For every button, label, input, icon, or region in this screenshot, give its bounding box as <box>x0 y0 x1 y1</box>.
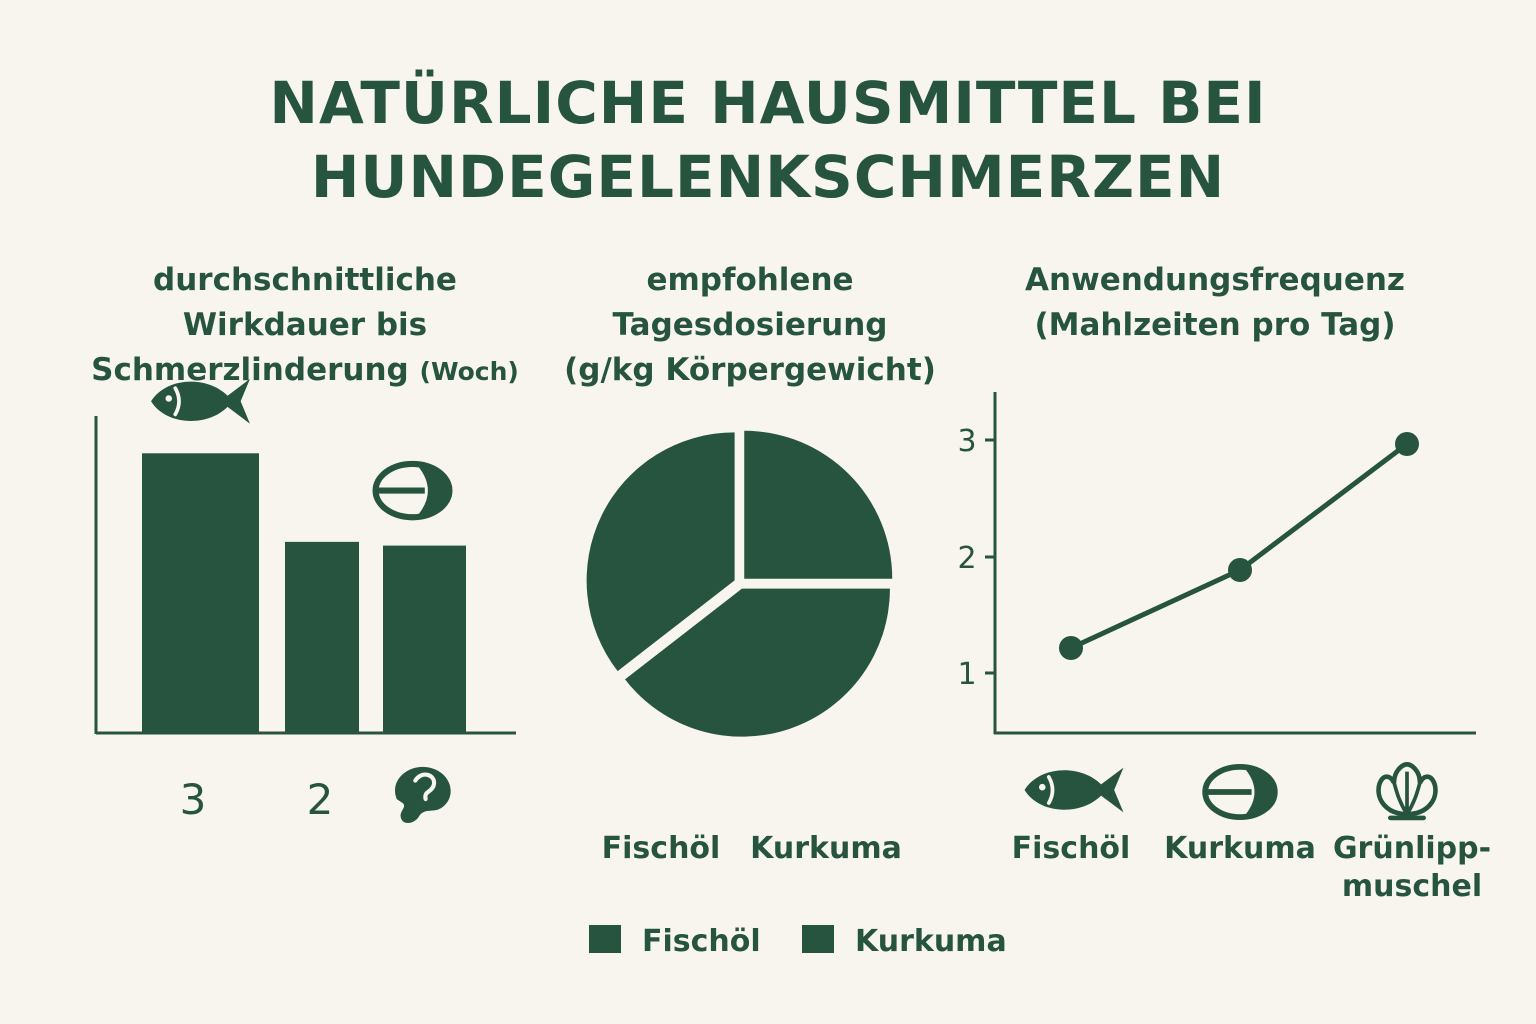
page-title: NATÜRLICHE HAUSMITTEL BEI HUNDEGELENKSCH… <box>0 66 1536 214</box>
line-point-2 <box>1395 432 1419 456</box>
legend-label-kurkuma: Kurkuma <box>855 924 1007 959</box>
line-category-label-2-1: muschel <box>1342 869 1482 904</box>
bar-title-line-3: Schmerzlinderung (Woch) <box>60 348 550 394</box>
pie-slice-0 <box>744 430 893 579</box>
line-category-label-2-0: Grünlipp- <box>1333 831 1491 866</box>
mussel-icon <box>395 767 451 823</box>
mussel-icon <box>1379 764 1436 818</box>
line-point-1 <box>1228 558 1252 582</box>
bar-title-line-1: durchschnittliche <box>153 262 457 298</box>
line-point-0 <box>1059 636 1083 660</box>
fish-icon <box>1022 765 1126 815</box>
bar-category-label-0: 3 <box>180 775 207 824</box>
y-tick-label-3: 3 <box>957 424 976 459</box>
line-chart: 1 2 3 Fischöl Kurkuma Grünlipp-muschel <box>957 392 1491 904</box>
pie-label-fischoel: Fischöl <box>602 831 721 866</box>
bar-chart-title: durchschnittliche Wirkdauer bis Schmerzl… <box>60 258 550 394</box>
pie-label-kurkuma: Kurkuma <box>750 831 902 866</box>
turmeric-icon <box>376 464 450 517</box>
y-tick-label-1: 1 <box>957 657 976 692</box>
line-title-line-2: (Mahlzeiten pro Tag) <box>1034 307 1396 343</box>
pie-title-line-2: Tagesdosierung <box>612 307 888 343</box>
title-line-2: HUNDEGELENKSCHMERZEN <box>310 143 1226 211</box>
y-tick-label-2: 2 <box>957 541 976 576</box>
line-chart-title: Anwendungsfrequenz (Mahlzeiten pro Tag) <box>990 258 1440 348</box>
bar-1 <box>285 541 359 733</box>
legend-swatch-fischoel <box>589 925 621 953</box>
line-category-label-0-0: Fischöl <box>1012 831 1131 866</box>
pie-legend: Fischöl Kurkuma <box>589 924 1007 959</box>
bar-category-label-1: 2 <box>307 775 334 824</box>
pie-slice-2 <box>586 432 735 672</box>
pie-slice-1 <box>625 588 890 737</box>
bar-2 <box>383 545 466 733</box>
bar-title-unit: (Woch) <box>419 357 519 386</box>
bar-title-main: Schmerzlinderung <box>91 352 409 388</box>
turmeric-icon <box>1205 767 1275 817</box>
line-title-line-1: Anwendungsfrequenz <box>1025 262 1405 298</box>
line-series <box>1069 442 1409 651</box>
bar-0 <box>142 453 259 733</box>
bar-title-line-2: Wirkdauer bis <box>182 307 428 343</box>
fish-icon <box>149 376 252 426</box>
legend-swatch-kurkuma <box>802 925 834 953</box>
title-line-1: NATÜRLICHE HAUSMITTEL BEI <box>269 69 1267 137</box>
pie-chart: Fischöl Kurkuma Fischöl Kurkuma <box>586 430 1007 959</box>
pie-title-line-1: empfohlene <box>646 262 854 298</box>
pie-title-line-3: (g/kg Körpergewicht) <box>564 352 936 388</box>
line-category-label-1-0: Kurkuma <box>1164 831 1316 866</box>
legend-label-fischoel: Fischöl <box>642 924 761 959</box>
pie-chart-title: empfohlene Tagesdosierung (g/kg Körperge… <box>540 258 960 393</box>
